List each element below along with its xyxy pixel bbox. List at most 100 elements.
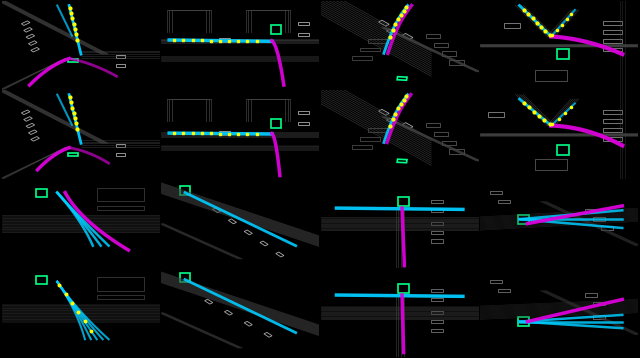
Bar (26, 34, 35, 39)
Bar (298, 21, 310, 25)
Bar (271, 25, 280, 34)
Bar (504, 23, 520, 28)
Bar (426, 123, 440, 127)
Bar (378, 109, 389, 115)
Bar (387, 29, 397, 35)
Bar (97, 188, 144, 202)
Bar (24, 28, 32, 32)
Bar (602, 48, 622, 52)
Bar (431, 329, 443, 332)
Bar (68, 59, 78, 62)
Bar (276, 252, 284, 257)
Bar (21, 110, 30, 115)
Bar (68, 153, 78, 156)
Bar (426, 34, 440, 38)
Bar (488, 112, 504, 117)
Bar (97, 295, 144, 299)
Bar (602, 21, 622, 25)
Bar (116, 144, 125, 147)
Bar (116, 64, 125, 67)
Bar (228, 219, 236, 224)
Bar (431, 289, 443, 292)
Bar (368, 128, 388, 132)
Bar (116, 55, 125, 58)
Bar (28, 130, 37, 135)
Bar (518, 215, 529, 223)
Bar (601, 226, 612, 229)
Bar (368, 39, 388, 43)
Bar (378, 20, 389, 26)
Bar (490, 280, 502, 283)
Bar (219, 131, 230, 135)
Bar (535, 69, 567, 81)
Bar (35, 189, 47, 197)
Bar (298, 122, 310, 125)
Bar (97, 206, 144, 210)
Bar (602, 128, 622, 132)
Bar (26, 123, 35, 128)
Bar (602, 119, 622, 123)
Bar (397, 77, 407, 80)
Bar (387, 118, 397, 124)
Bar (180, 273, 190, 282)
Bar (271, 119, 280, 128)
Bar (360, 48, 380, 52)
Bar (585, 209, 597, 212)
Bar (298, 111, 310, 114)
Bar (431, 311, 443, 314)
Bar (399, 284, 409, 293)
Bar (442, 52, 456, 56)
Bar (31, 137, 40, 141)
Bar (431, 240, 443, 243)
Bar (535, 159, 567, 170)
Bar (225, 310, 232, 315)
Bar (557, 49, 569, 59)
Bar (28, 41, 37, 45)
Bar (35, 276, 47, 284)
Bar (431, 297, 443, 301)
Bar (431, 320, 443, 323)
Bar (557, 145, 569, 155)
Bar (498, 200, 510, 203)
Bar (205, 299, 212, 304)
Bar (431, 200, 443, 203)
Bar (21, 21, 30, 25)
Bar (602, 137, 622, 141)
Bar (602, 39, 622, 43)
Bar (298, 33, 310, 36)
Bar (244, 321, 252, 326)
Bar (593, 217, 605, 221)
Bar (593, 302, 605, 305)
Bar (449, 149, 464, 154)
Bar (352, 145, 372, 149)
Bar (180, 186, 190, 195)
Bar (219, 38, 230, 42)
Bar (244, 230, 252, 235)
Bar (602, 110, 622, 114)
Bar (399, 197, 409, 206)
Bar (24, 117, 32, 121)
Bar (116, 153, 125, 156)
Bar (490, 191, 502, 194)
Bar (31, 48, 40, 52)
Bar (434, 43, 448, 47)
Bar (97, 277, 144, 291)
Bar (403, 123, 413, 129)
Bar (397, 159, 407, 163)
Bar (434, 132, 448, 136)
Bar (593, 315, 605, 319)
Bar (602, 30, 622, 34)
Bar (264, 333, 272, 337)
Bar (431, 222, 443, 225)
Bar (431, 209, 443, 212)
Bar (212, 208, 221, 213)
Bar (585, 293, 597, 296)
Bar (260, 241, 268, 246)
Bar (518, 317, 529, 326)
Bar (498, 289, 510, 292)
Bar (431, 231, 443, 234)
Bar (442, 141, 456, 145)
Bar (352, 56, 372, 61)
Bar (403, 34, 413, 39)
Bar (360, 137, 380, 141)
